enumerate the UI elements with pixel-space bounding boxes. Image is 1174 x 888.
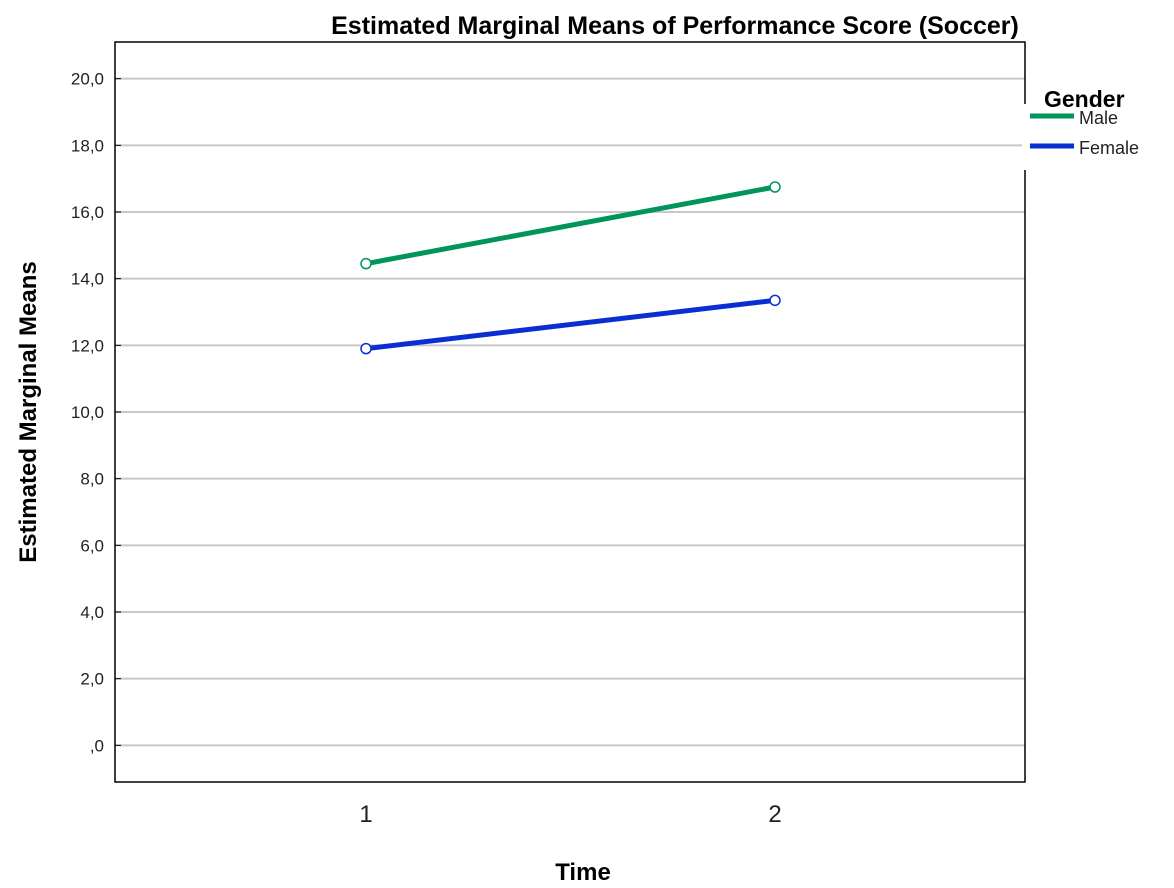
y-axis: ,0 2,0 4,0 6,0 8,0 10,0 12,0 14,0 16,0 18,0 20,0 (71, 70, 121, 755)
legend-label-female: Female (1079, 138, 1139, 158)
y-tick-label: 2,0 (80, 670, 104, 689)
data-point-male (769, 181, 781, 193)
y-axis-label: Estimated Marginal Means (15, 261, 42, 562)
gridlines (115, 77, 1025, 747)
y-tick-label: 20,0 (71, 70, 104, 89)
y-tick-label: 6,0 (80, 536, 104, 555)
x-tick-label: 2 (768, 801, 781, 828)
y-tick-label: 18,0 (71, 136, 104, 155)
legend-background (1022, 104, 1030, 170)
series-line-male (363, 184, 778, 267)
data-point-male (360, 257, 372, 270)
legend: Gender Male Female (1022, 86, 1139, 170)
y-tick-label: 16,0 (71, 203, 104, 222)
legend-label-male: Male (1079, 108, 1118, 128)
data-point-female (769, 294, 781, 307)
y-tick-label: 8,0 (80, 470, 104, 489)
x-axis-label: Time (555, 859, 611, 886)
chart-title: Estimated Marginal Means of Performance … (331, 12, 1019, 40)
y-tick-label: 14,0 (71, 270, 104, 289)
y-tick-label: 4,0 (80, 603, 104, 622)
legend-title: Gender (1044, 86, 1125, 112)
data-point-female (360, 342, 372, 355)
y-tick-label: 10,0 (71, 403, 104, 422)
series-line-female (363, 297, 778, 352)
y-tick-label: 12,0 (71, 336, 104, 355)
series-group (360, 181, 781, 355)
x-tick-label: 1 (359, 801, 372, 828)
y-tick-label: ,0 (90, 736, 104, 755)
